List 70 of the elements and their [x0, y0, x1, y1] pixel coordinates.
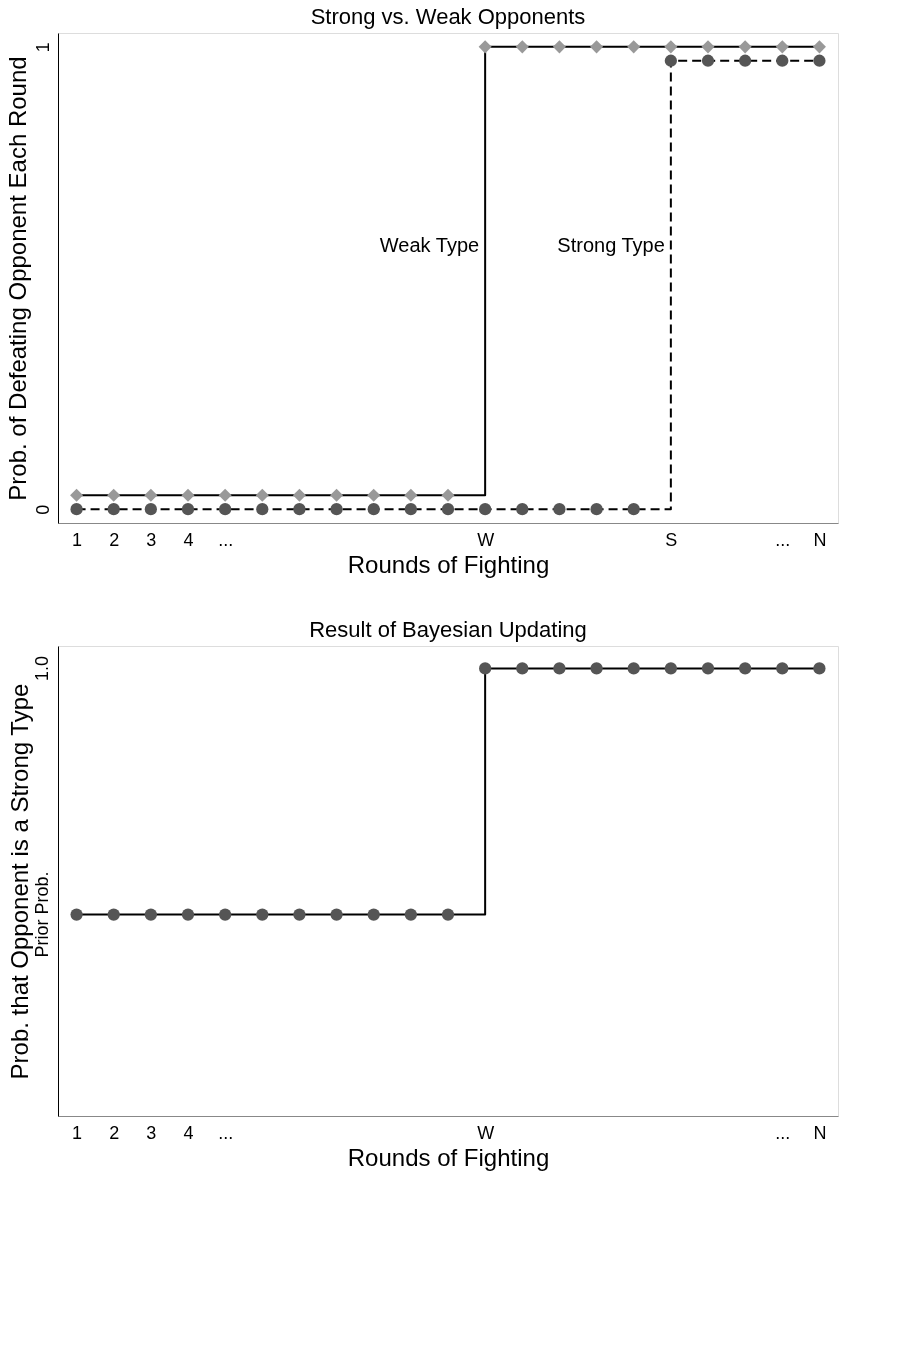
x-tick-label: 4 [183, 1122, 194, 1143]
x-tick-label: N [813, 1122, 827, 1143]
text: 1.0 [32, 655, 52, 681]
x-tick-label: N [813, 529, 827, 550]
point [70, 488, 84, 502]
point [590, 503, 603, 516]
x-tick-label: S [665, 529, 678, 550]
point [107, 488, 121, 502]
point [293, 503, 306, 516]
point [144, 488, 158, 502]
point [144, 503, 157, 516]
point [70, 503, 83, 516]
point [664, 54, 677, 67]
point [256, 503, 269, 516]
x-tick-label: ... [775, 529, 791, 550]
x-tick-label: 2 [109, 529, 120, 550]
point [812, 40, 826, 54]
x-tick-label: ... [218, 529, 234, 550]
point [590, 40, 604, 54]
point [776, 54, 789, 67]
point [330, 488, 344, 502]
x-tick-label: 3 [146, 529, 157, 550]
point [739, 54, 752, 67]
point [367, 503, 380, 516]
point [516, 503, 529, 516]
annotation: Strong Type [557, 233, 665, 256]
x-tick-label: 1 [72, 529, 83, 550]
point [515, 40, 529, 54]
annotation: Weak Type [379, 233, 480, 256]
x-axis-title: Rounds of Fighting [347, 550, 550, 578]
point [664, 40, 678, 54]
annotation: Prior Prob. [32, 871, 52, 958]
point [552, 40, 566, 54]
point [738, 40, 752, 54]
point [181, 488, 195, 502]
point [627, 40, 641, 54]
point [181, 503, 195, 516]
x-tick-label: ... [218, 1122, 234, 1143]
point [478, 40, 492, 54]
point [219, 503, 232, 516]
x-tick-label: 2 [109, 1122, 120, 1143]
point [441, 488, 455, 502]
point [553, 503, 566, 516]
point [479, 503, 492, 516]
point [404, 503, 417, 516]
x-tick-label: W [477, 529, 495, 550]
point [292, 488, 306, 502]
x-tick-label: 3 [146, 1122, 157, 1143]
point [107, 503, 120, 516]
point [627, 503, 640, 516]
point [701, 54, 715, 67]
point [775, 40, 789, 54]
point [441, 503, 455, 516]
point [255, 488, 269, 502]
point [813, 54, 826, 67]
point [404, 488, 418, 502]
y-axis-title: Prob. of Defeating Opponent Each Round [3, 56, 31, 501]
x-tick-label: ... [775, 1122, 791, 1143]
x-axis-title: Rounds of Fighting [347, 1143, 550, 1171]
x-tick-label: 4 [183, 529, 194, 550]
point [701, 40, 715, 54]
y-axis-title: Prob. that Opponent is a Strong Type [5, 683, 33, 1080]
point [367, 488, 381, 502]
chart-title: Strong vs. Weak Opponents [310, 4, 586, 29]
chart-title: Result of Bayesian Updating [309, 617, 587, 642]
point [218, 488, 232, 502]
x-tick-label: 1 [72, 1122, 83, 1143]
y-tick-label: 0 [32, 504, 53, 515]
x-tick-label: W [477, 1122, 495, 1143]
point [330, 503, 343, 516]
